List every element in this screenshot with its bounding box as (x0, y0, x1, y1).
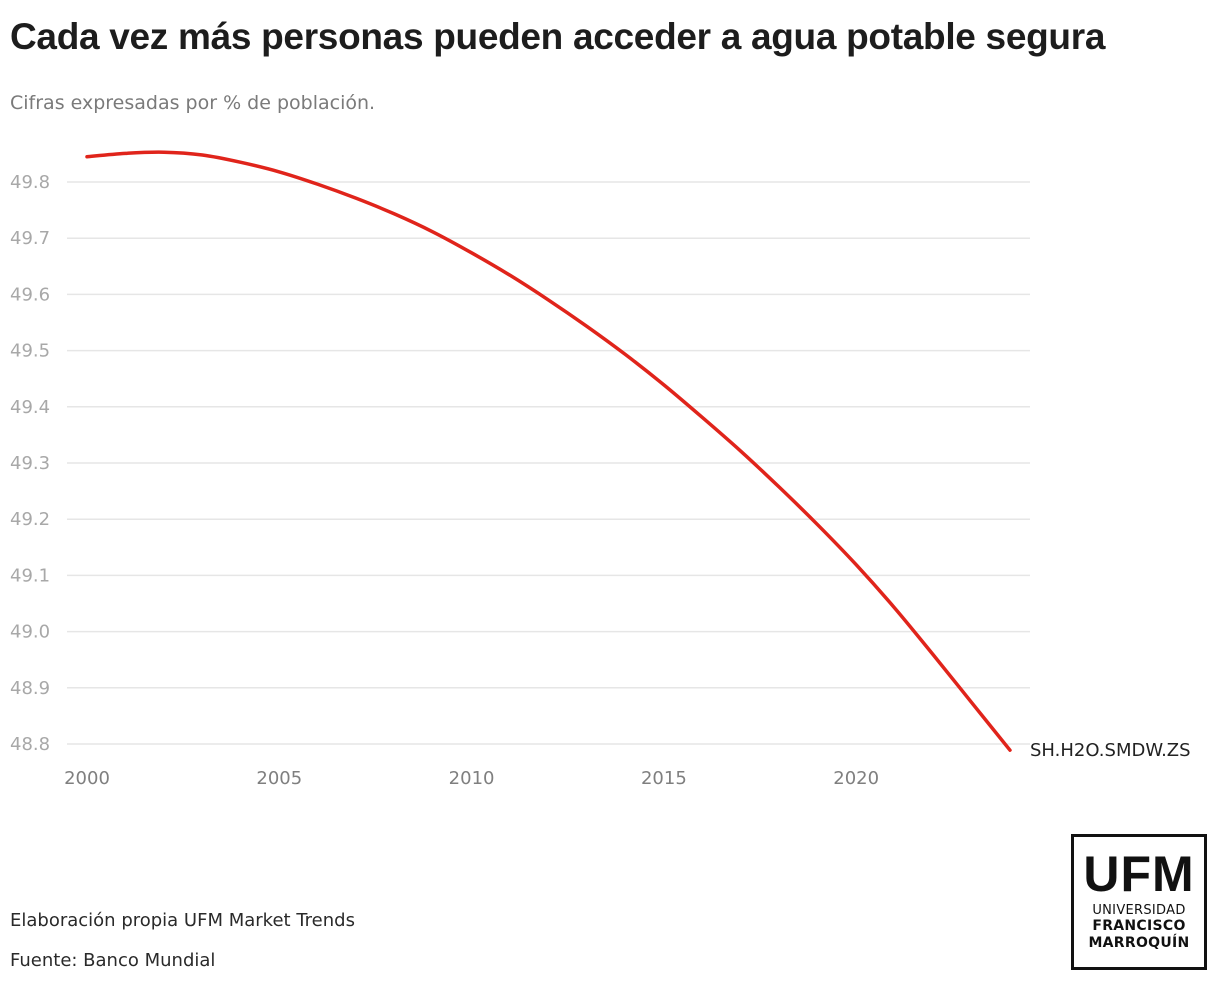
y-tick-label: 48.9 (10, 678, 50, 699)
source-text: Fuente: Banco Mundial (10, 950, 216, 971)
logo-line-3: MARROQUÍN (1088, 935, 1190, 951)
y-tick-label: 49.3 (10, 453, 50, 474)
x-tick-label: 2005 (256, 768, 302, 789)
y-tick-label: 48.8 (10, 734, 50, 755)
y-tick-label: 49.2 (10, 509, 50, 530)
y-tick-label: 49.7 (10, 228, 50, 249)
gridlines (67, 181, 1030, 745)
y-tick-label: 49.4 (10, 397, 50, 418)
y-tick-label: 49.1 (10, 565, 50, 586)
logo-line-1: UNIVERSIDAD (1092, 903, 1186, 918)
logo-acronym: UFM (1083, 846, 1195, 902)
x-tick-label: 2015 (641, 768, 687, 789)
y-tick-label: 49.0 (10, 622, 50, 643)
chart-subtitle: Cifras expresadas por % de población. (10, 92, 376, 114)
x-tick-label: 2010 (449, 768, 495, 789)
logo-line-2: FRANCISCO (1092, 918, 1186, 934)
series-line (85, 150, 1012, 752)
credit-text: Elaboración propia UFM Market Trends (10, 910, 355, 931)
series-group: SH.H2O.SMDW.ZS (85, 150, 1191, 761)
y-tick-label: 49.8 (10, 172, 50, 193)
y-tick-label: 49.6 (10, 284, 50, 305)
series-label: SH.H2O.SMDW.ZS (1030, 740, 1191, 761)
line-chart: 48.8 48.9 49.0 49.1 49.2 49.3 49.4 49.5 49.6 49.7… (10, 150, 1191, 789)
y-axis-ticks: 48.8 48.9 49.0 49.1 49.2 49.3 49.4 49.5 49.6 49.7… (10, 172, 50, 755)
x-tick-label: 2020 (833, 768, 879, 789)
x-axis-ticks: 2000 2005 2010 2015 2020 (64, 768, 879, 789)
y-tick-label: 49.5 (10, 341, 50, 362)
chart-title: Cada vez más personas pueden acceder a a… (10, 16, 1106, 57)
ufm-logo: UFM UNIVERSIDAD FRANCISCO MARROQUÍN (1071, 834, 1207, 970)
x-tick-label: 2000 (64, 768, 110, 789)
